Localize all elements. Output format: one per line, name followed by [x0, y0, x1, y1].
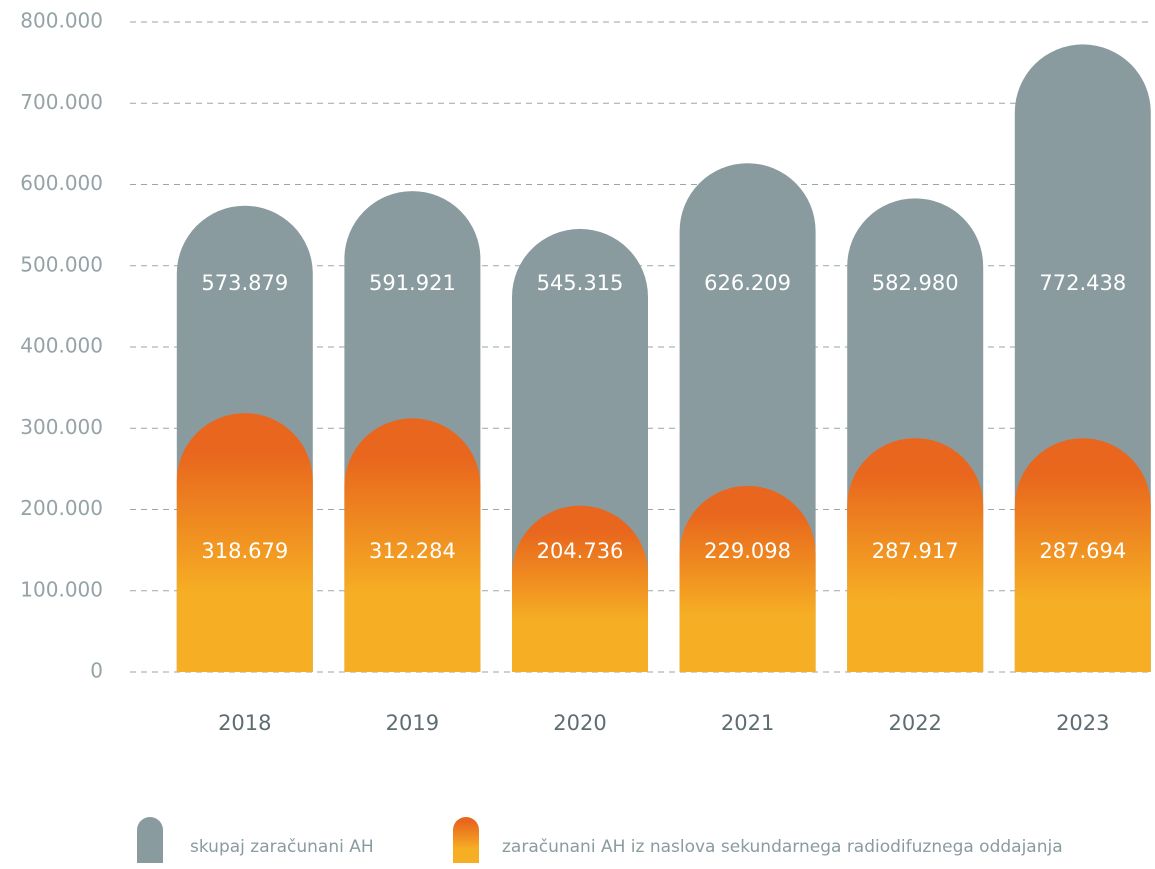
y-tick-label: 100.000: [20, 577, 103, 601]
value-label: 591.921: [369, 271, 456, 295]
legend-label: zaračunani AH iz naslova sekundarnega ra…: [502, 837, 1063, 857]
legend-swatch: [453, 817, 479, 863]
value-label: 573.879: [201, 271, 288, 295]
legend-swatch: [137, 817, 163, 863]
value-label: 312.284: [369, 539, 456, 563]
bar: [512, 505, 648, 672]
value-label: 772.438: [1039, 271, 1126, 295]
legend-label: skupaj zaračunani AH: [190, 837, 374, 857]
y-tick-label: 500.000: [20, 252, 103, 276]
value-label: 229.098: [704, 539, 791, 563]
bar: [679, 485, 816, 672]
value-label: 204.736: [537, 539, 624, 563]
x-tick-label: 2019: [386, 711, 439, 735]
x-tick-label: 2020: [553, 711, 606, 735]
y-tick-label: 700.000: [20, 90, 103, 114]
x-tick-label: 2021: [721, 711, 774, 735]
y-tick-label: 600.000: [20, 171, 103, 195]
x-tick-label: 2022: [888, 711, 941, 735]
x-tick-label: 2023: [1056, 711, 1109, 735]
y-tick-label: 300.000: [20, 415, 103, 439]
bar: [344, 418, 481, 672]
value-label: 626.209: [704, 271, 791, 295]
value-label: 287.694: [1039, 539, 1126, 563]
y-tick-label: 200.000: [20, 496, 103, 520]
x-tick-label: 2018: [218, 711, 271, 735]
bar: [847, 438, 984, 672]
value-label: 582.980: [872, 271, 959, 295]
value-label: 318.679: [201, 539, 288, 563]
y-tick-label: 800.000: [20, 9, 103, 33]
bar: [176, 413, 313, 672]
bar: [1014, 438, 1151, 672]
value-label: 287.917: [872, 539, 959, 563]
y-tick-label: 400.000: [20, 334, 103, 358]
y-tick-label: 0: [90, 659, 103, 683]
value-label: 545.315: [537, 271, 624, 295]
